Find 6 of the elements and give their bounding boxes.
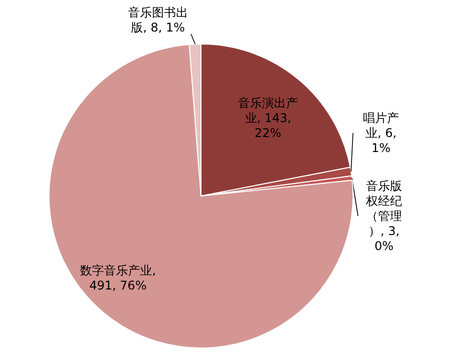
pie-slice: [48, 44, 354, 348]
slice-label: 唱片产业, 6, 1%: [363, 111, 399, 155]
slice-label: 音乐演出产业, 143, 22%: [238, 96, 298, 140]
slice-label: 数字音乐产业, 491, 76%: [80, 264, 156, 292]
slice-label: 音乐图书出版, 8, 1%: [128, 6, 188, 34]
slice-label: 音乐版权经纪（管理）, 3, 0%: [365, 179, 402, 253]
